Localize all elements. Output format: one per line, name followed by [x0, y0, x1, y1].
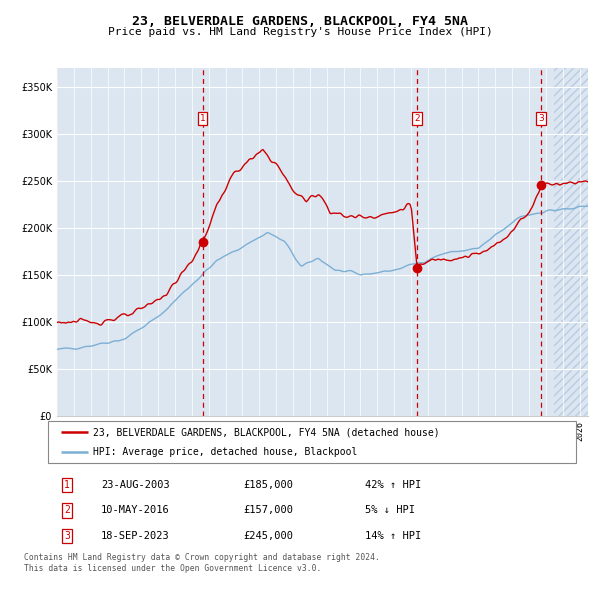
- Text: 18-SEP-2023: 18-SEP-2023: [101, 531, 170, 541]
- Text: Price paid vs. HM Land Registry's House Price Index (HPI): Price paid vs. HM Land Registry's House …: [107, 27, 493, 37]
- Text: 14% ↑ HPI: 14% ↑ HPI: [365, 531, 421, 541]
- Text: 23, BELVERDALE GARDENS, BLACKPOOL, FY4 5NA (detached house): 23, BELVERDALE GARDENS, BLACKPOOL, FY4 5…: [93, 427, 440, 437]
- Text: £245,000: £245,000: [244, 531, 293, 541]
- Text: 5% ↓ HPI: 5% ↓ HPI: [365, 506, 415, 516]
- Text: 23-AUG-2003: 23-AUG-2003: [101, 480, 170, 490]
- Text: HPI: Average price, detached house, Blackpool: HPI: Average price, detached house, Blac…: [93, 447, 357, 457]
- FancyBboxPatch shape: [48, 421, 576, 463]
- Text: £185,000: £185,000: [244, 480, 293, 490]
- Text: £157,000: £157,000: [244, 506, 293, 516]
- Bar: [554, 68, 588, 416]
- Bar: [554, 68, 588, 416]
- Text: 2: 2: [414, 114, 420, 123]
- Text: 1: 1: [200, 114, 206, 123]
- Text: Contains HM Land Registry data © Crown copyright and database right 2024.
This d: Contains HM Land Registry data © Crown c…: [24, 553, 380, 573]
- Text: 3: 3: [538, 114, 544, 123]
- Text: 3: 3: [64, 531, 70, 541]
- Text: 10-MAY-2016: 10-MAY-2016: [101, 506, 170, 516]
- Text: 2: 2: [64, 506, 70, 516]
- Text: 42% ↑ HPI: 42% ↑ HPI: [365, 480, 421, 490]
- Text: 23, BELVERDALE GARDENS, BLACKPOOL, FY4 5NA: 23, BELVERDALE GARDENS, BLACKPOOL, FY4 5…: [132, 15, 468, 28]
- Text: 1: 1: [64, 480, 70, 490]
